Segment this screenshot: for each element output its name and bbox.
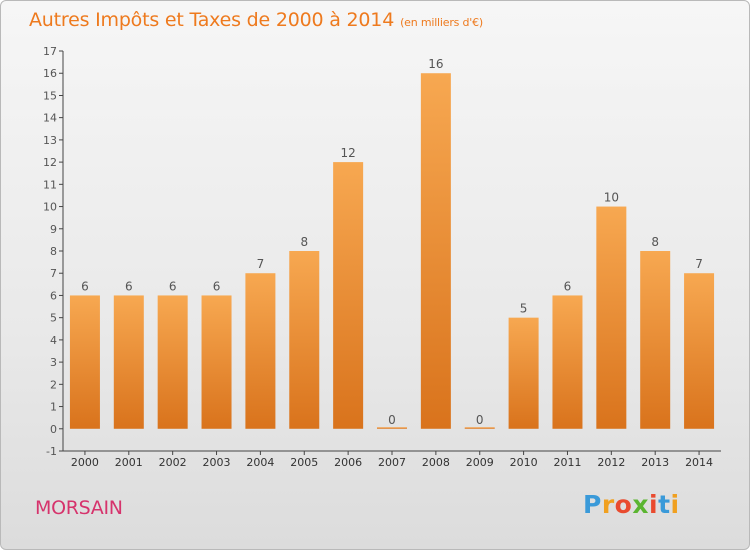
bar-2003 [201,295,232,429]
y-tick-label: 13 [43,134,57,147]
x-tick-label-2000: 2000 [71,456,99,469]
bar-2004 [245,273,276,429]
y-tick-label: 14 [43,112,57,125]
proxiti-logo: Proxiti [583,490,680,519]
value-label-2011: 6 [564,279,572,293]
y-tick-label: 0 [50,423,57,436]
y-tick-label: 1 [50,401,57,414]
y-tick-label: 10 [43,201,57,214]
bar-2005 [289,251,320,429]
value-label-2002: 6 [169,279,177,293]
y-tick-label: 16 [43,67,57,80]
y-tick-label: 9 [50,223,57,236]
value-label-2003: 6 [213,279,221,293]
logo-letter: o [614,490,633,519]
bar-2001 [113,295,144,429]
value-label-2005: 8 [300,235,308,249]
y-tick-label: 15 [43,89,57,102]
bar-2011 [552,295,583,429]
logo-letter: i [670,490,680,519]
bar-2013 [640,251,671,429]
x-tick-label-2006: 2006 [334,456,362,469]
bar-2000 [69,295,100,429]
value-label-2004: 7 [257,257,265,271]
y-tick-label: 17 [43,45,57,58]
value-label-2000: 6 [81,279,89,293]
y-tick-label: 11 [43,178,57,191]
x-tick-label-2001: 2001 [115,456,143,469]
y-tick-label: 8 [50,245,57,258]
x-tick-label-2003: 2003 [203,456,231,469]
y-tick-label: 6 [50,289,57,302]
commune-name: MORSAIN [35,497,123,519]
bar-2010 [508,317,539,429]
bar-2014 [684,273,715,429]
value-label-2001: 6 [125,279,133,293]
x-tick-label-2014: 2014 [685,456,713,469]
bar-2007 [377,427,407,429]
x-tick-label-2005: 2005 [290,456,318,469]
y-tick-label: 2 [50,378,57,391]
chart-subtitle: (en milliers d'€) [400,16,483,29]
chart-title-line: Autres Impôts et Taxes de 2000 à 2014 (en… [29,9,483,31]
logo-letter: t [658,490,671,519]
x-tick-label-2010: 2010 [510,456,538,469]
value-label-2009: 0 [476,413,484,427]
x-tick-label-2013: 2013 [641,456,669,469]
value-label-2010: 5 [520,302,528,316]
y-tick-label: -1 [46,445,57,458]
value-label-2012: 10 [604,191,619,205]
x-tick-label-2008: 2008 [422,456,450,469]
chart-bars [69,73,715,429]
bar-2002 [157,295,188,429]
y-tick-label: 7 [50,267,57,280]
x-tick-label-2009: 2009 [466,456,494,469]
y-tick-label: 12 [43,156,57,169]
value-label-2013: 8 [651,235,659,249]
chart-title: Autres Impôts et Taxes de 2000 à 2014 [29,9,395,31]
y-tick-label: 3 [50,356,57,369]
bar-2012 [596,206,627,429]
logo-letter: x [632,490,649,519]
logo-letter: r [601,490,615,519]
y-tick-label: 5 [50,312,57,325]
x-tick-label-2011: 2011 [553,456,581,469]
chart-labels: 6 6 6 6 7 8 12 0 16 0 5 6 10 8 7 [81,57,703,427]
bar-2006 [333,162,364,429]
bar-2009 [464,427,495,429]
logo-letter: P [583,490,602,519]
bar-2008 [420,73,451,429]
logo-letter: i [649,490,659,519]
value-label-2008: 16 [428,57,443,71]
x-tick-label-2007: 2007 [378,456,406,469]
value-label-2007: 0 [388,413,396,427]
x-tick-label-2012: 2012 [597,456,625,469]
value-label-2014: 7 [695,257,703,271]
x-tick-label-2004: 2004 [246,456,274,469]
y-tick-label: 4 [50,334,57,347]
x-tick-label-2002: 2002 [159,456,187,469]
value-label-2006: 12 [340,146,355,160]
